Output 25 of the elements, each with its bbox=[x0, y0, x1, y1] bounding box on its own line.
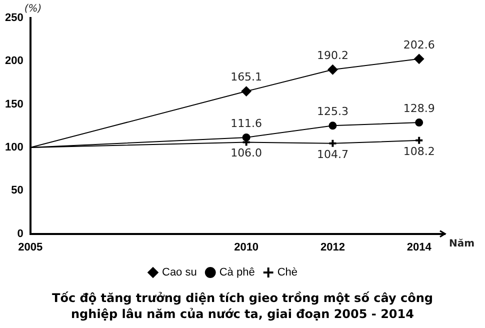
y-tick-label: 250 bbox=[4, 12, 24, 24]
y-axis-title: (%) bbox=[24, 4, 42, 15]
x-tick-label: 2005 bbox=[18, 241, 43, 254]
x-tick-label: 2012 bbox=[320, 241, 345, 254]
y-tick-label: 50 bbox=[11, 184, 24, 197]
data-label: 125.3 bbox=[316, 105, 348, 118]
legend-label: Chè bbox=[277, 266, 298, 279]
data-label: 190.2 bbox=[316, 48, 348, 62]
data-label: 106.0 bbox=[230, 146, 262, 160]
x-axis-title: Năm bbox=[449, 238, 475, 250]
data-label: 202.6 bbox=[403, 38, 435, 52]
x-tick-label: 2010 bbox=[234, 241, 259, 254]
data-label: 128.9 bbox=[403, 102, 435, 115]
data-label: 111.6 bbox=[230, 116, 262, 130]
data-label: 165.1 bbox=[230, 70, 262, 84]
data-label: 108.2 bbox=[403, 144, 435, 158]
y-tick-label: 100 bbox=[4, 142, 24, 154]
text: Tốc độ tăng trưởng diện tích gieo trồng một số cây công nghiệp lâu năm của nước ta, giai đoạn 2005 - 2014 bbox=[51, 290, 434, 322]
x-tick-label: 2014 bbox=[406, 241, 432, 254]
y-tick-label: 200 bbox=[4, 55, 24, 68]
y-tick-label: 0 bbox=[17, 228, 24, 240]
y-tick-label: 150 bbox=[4, 98, 24, 110]
data-label: 104.7 bbox=[316, 148, 348, 161]
legend-label: Cà phê bbox=[219, 266, 255, 279]
legend-label: Cao su bbox=[162, 266, 197, 279]
